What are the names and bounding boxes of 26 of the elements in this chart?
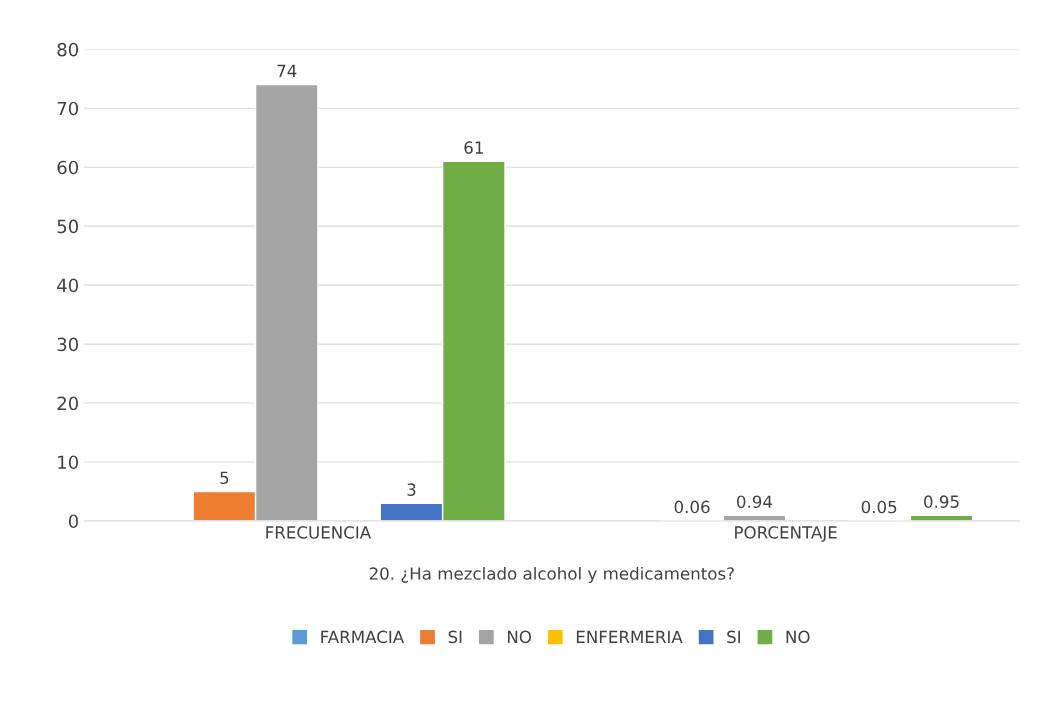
data-label: 0.95 [924,495,959,508]
legend-label: SI [448,630,462,644]
y-tick-label: 60 [57,160,79,175]
legend-label: NO [786,630,810,644]
data-label: 74 [277,64,297,78]
y-tick-label: 70 [57,101,79,116]
legend-label: FARMACIA [321,630,405,644]
y-tick-label: 20 [57,396,79,411]
data-label: 0.06 [674,500,710,514]
y-tick-label: 40 [57,278,79,293]
data-label: 5 [220,471,229,485]
data-label: 0.05 [861,500,897,514]
x-tick-label: PORCENTAJE [735,526,837,542]
data-label: 0.94 [736,495,773,509]
legend-label: ENFERMERIA [576,630,683,643]
legend-label: NO [507,630,531,644]
data-label: 3 [407,483,416,496]
y-tick-label: 50 [57,219,79,234]
y-tick-label: 10 [58,455,79,470]
y-tick-label: 0 [68,514,79,529]
x-tick-label: FRECUENCIA [266,526,372,539]
data-label: 61 [464,141,483,154]
y-tick-label: 30 [57,337,79,352]
x-axis-title: 20. ¿Ha mezclado alcohol y medicamentos? [369,566,734,584]
y-tick-label: 80 [57,42,79,57]
legend-label: SI [727,630,740,644]
